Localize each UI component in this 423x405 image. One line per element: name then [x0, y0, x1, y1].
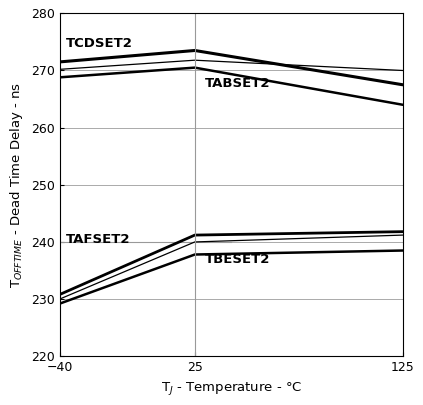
Text: TCDSET2: TCDSET2	[66, 36, 133, 49]
Text: TAFSET2: TAFSET2	[66, 232, 130, 245]
Y-axis label: T$_{OFFTIME}$ - Dead Time Delay - ns: T$_{OFFTIME}$ - Dead Time Delay - ns	[8, 82, 25, 288]
Text: TABSET2: TABSET2	[205, 77, 271, 90]
X-axis label: T$_J$ - Temperature - °C: T$_J$ - Temperature - °C	[160, 379, 302, 396]
Text: TBESET2: TBESET2	[205, 253, 271, 266]
